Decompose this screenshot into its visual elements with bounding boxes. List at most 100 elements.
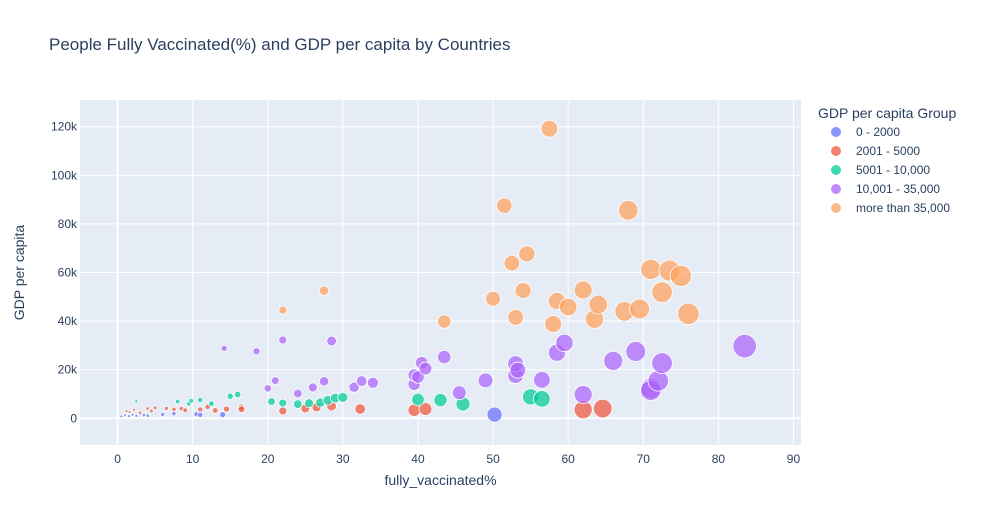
data-point[interactable] <box>503 255 521 272</box>
data-point[interactable] <box>640 258 662 280</box>
data-point[interactable] <box>182 407 188 414</box>
data-point[interactable] <box>278 335 288 345</box>
data-point[interactable] <box>134 413 139 418</box>
legend-item[interactable]: 0 - 2000 <box>831 125 900 139</box>
data-point[interactable] <box>603 350 624 371</box>
data-point[interactable] <box>518 245 536 263</box>
data-point[interactable] <box>197 411 204 418</box>
data-point[interactable] <box>222 405 230 413</box>
data-point[interactable] <box>171 406 177 412</box>
data-point[interactable] <box>451 385 467 401</box>
data-point[interactable] <box>124 409 129 413</box>
data-point[interactable] <box>126 414 131 418</box>
data-point[interactable] <box>278 398 288 408</box>
data-point[interactable] <box>132 407 137 412</box>
data-point[interactable] <box>219 411 227 419</box>
data-point[interactable] <box>145 406 150 411</box>
data-point[interactable] <box>496 197 513 214</box>
legend-item[interactable]: 2001 - 5000 <box>831 144 920 158</box>
legend-item[interactable]: 5001 - 10,000 <box>831 163 930 177</box>
data-point[interactable] <box>651 281 673 303</box>
data-point[interactable] <box>123 413 127 418</box>
data-point[interactable] <box>437 314 452 329</box>
data-point[interactable] <box>208 400 215 407</box>
data-point[interactable] <box>433 392 448 408</box>
x-tick-label: 40 <box>411 452 425 466</box>
data-point[interactable] <box>119 414 124 419</box>
data-point[interactable] <box>220 344 228 352</box>
data-point[interactable] <box>293 399 303 409</box>
data-point[interactable] <box>134 399 139 404</box>
data-point[interactable] <box>152 405 158 411</box>
data-point[interactable] <box>533 390 551 408</box>
data-point[interactable] <box>293 388 303 399</box>
data-point[interactable] <box>278 305 288 315</box>
data-point[interactable] <box>732 333 757 359</box>
data-point[interactable] <box>197 406 204 413</box>
data-point[interactable] <box>355 375 368 387</box>
data-point[interactable] <box>318 376 330 387</box>
data-point[interactable] <box>348 381 360 393</box>
data-point[interactable] <box>588 294 608 315</box>
data-point[interactable] <box>486 406 503 423</box>
data-point[interactable] <box>555 333 574 353</box>
data-point[interactable] <box>573 385 593 404</box>
data-point[interactable] <box>411 370 425 384</box>
data-point[interactable] <box>326 335 337 347</box>
data-point[interactable] <box>366 376 379 389</box>
legend[interactable]: GDP per capita Group 0 - 2000 2001 - 5000… <box>818 105 956 215</box>
data-point[interactable] <box>237 405 246 414</box>
data-point[interactable] <box>418 402 433 416</box>
data-point[interactable] <box>477 372 494 389</box>
data-point[interactable] <box>509 361 527 379</box>
data-point[interactable] <box>629 298 650 320</box>
data-point[interactable] <box>507 309 524 326</box>
data-point[interactable] <box>263 384 272 393</box>
data-point[interactable] <box>252 347 261 356</box>
legend-item[interactable]: 10,001 - 35,000 <box>831 182 940 196</box>
data-point[interactable] <box>437 349 452 365</box>
data-point[interactable] <box>278 406 288 416</box>
data-point[interactable] <box>651 352 673 374</box>
data-point[interactable] <box>533 371 551 389</box>
data-point[interactable] <box>267 397 276 406</box>
data-point[interactable] <box>354 403 366 415</box>
data-point[interactable] <box>234 390 242 399</box>
data-point[interactable] <box>544 315 563 333</box>
data-point[interactable] <box>270 376 280 385</box>
data-point[interactable] <box>163 405 169 411</box>
legend-item[interactable]: more than 35,000 <box>831 201 950 215</box>
data-point[interactable] <box>307 382 318 393</box>
data-point[interactable] <box>226 392 234 400</box>
data-point[interactable] <box>127 410 132 414</box>
data-point[interactable] <box>337 391 349 403</box>
data-point[interactable] <box>418 361 433 376</box>
data-point[interactable] <box>669 264 692 287</box>
data-point[interactable] <box>141 412 146 418</box>
data-point[interactable] <box>540 119 559 138</box>
data-point[interactable] <box>174 398 181 405</box>
data-point[interactable] <box>149 408 154 414</box>
series-4 <box>220 333 757 404</box>
data-point[interactable] <box>188 397 195 404</box>
data-point[interactable] <box>160 411 166 417</box>
data-point[interactable] <box>647 370 670 392</box>
data-point[interactable] <box>171 411 177 417</box>
data-point[interactable] <box>145 413 150 418</box>
data-point[interactable] <box>211 407 219 414</box>
data-point[interactable] <box>573 280 593 300</box>
data-point[interactable] <box>130 412 135 417</box>
data-markers[interactable] <box>119 119 757 423</box>
data-point[interactable] <box>411 392 425 407</box>
data-point[interactable] <box>318 285 330 296</box>
data-point[interactable] <box>677 302 700 326</box>
data-point[interactable] <box>304 398 314 409</box>
data-point[interactable] <box>558 297 578 317</box>
data-point[interactable] <box>625 341 647 362</box>
data-point[interactable] <box>592 398 613 419</box>
data-point[interactable] <box>138 410 143 415</box>
data-point[interactable] <box>485 290 502 307</box>
data-point[interactable] <box>618 200 639 221</box>
data-point[interactable] <box>514 282 532 299</box>
data-point[interactable] <box>197 396 204 404</box>
